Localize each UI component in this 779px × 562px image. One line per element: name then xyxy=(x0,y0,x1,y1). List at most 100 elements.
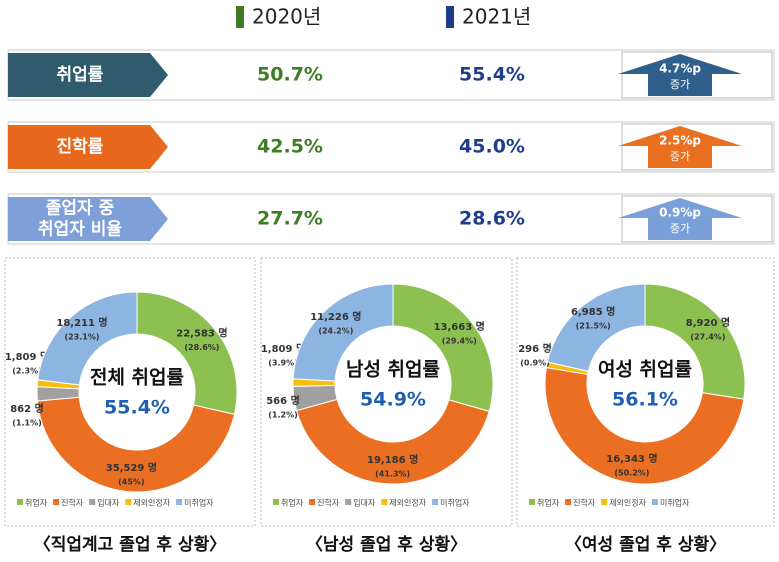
change-arrow xyxy=(618,54,742,96)
slice-value-label: 18,211 명 xyxy=(56,316,107,329)
slice-share-label: (21.5%) xyxy=(576,322,611,331)
slice-share-label: (41.3%) xyxy=(375,469,410,478)
slice-share-label: (45%) xyxy=(118,477,144,486)
slice-share-label: (24.2%) xyxy=(318,326,353,335)
center-value: 56.1% xyxy=(612,389,678,411)
legend-swatch xyxy=(89,499,96,505)
legend-label: 제외인정자 xyxy=(133,498,170,508)
row-label: 취업률 xyxy=(57,64,104,85)
slice-share-label: (28.6%) xyxy=(184,343,219,352)
legend-swatch xyxy=(53,499,60,505)
donut-slice xyxy=(295,398,490,485)
donut-slice xyxy=(292,283,394,382)
legend-swatch xyxy=(601,499,608,505)
slice-value-label: 6,985 명 xyxy=(571,305,615,318)
legend-swatch xyxy=(309,499,316,505)
slice-share-label: (27.4%) xyxy=(690,332,725,341)
center-value: 54.9% xyxy=(360,389,426,411)
legend-label: 제외인정자 xyxy=(609,498,646,508)
change-note: 증가 xyxy=(670,222,690,235)
center-label: 여성 취업률 xyxy=(598,359,692,381)
row-label-box xyxy=(8,197,168,241)
legend-label: 2021년 xyxy=(462,5,531,29)
slice-share-label: (0.9%) xyxy=(520,359,550,368)
change-arrow xyxy=(618,198,742,240)
change-note: 증가 xyxy=(670,150,690,163)
slice-share-label: (1.1%) xyxy=(12,419,42,428)
slice-value-label: 16,343 명 xyxy=(606,452,657,465)
legend-swatch xyxy=(652,499,658,505)
slice-value-label: 1,809 명 xyxy=(261,342,305,355)
row-label-box xyxy=(8,125,168,169)
legend-swatch xyxy=(446,6,454,28)
donut-slice xyxy=(36,396,236,493)
legend-label: 취업자 xyxy=(537,499,560,508)
legend-label: 취업자 xyxy=(281,499,304,508)
row-label: 졸업자 중 xyxy=(46,199,115,219)
legend-swatch xyxy=(17,499,23,505)
center-label: 남성 취업률 xyxy=(346,359,440,381)
legend-swatch xyxy=(125,499,132,505)
slice-value-label: 8,920 명 xyxy=(686,316,730,329)
slice-value-label: 35,529 명 xyxy=(106,461,157,474)
legend-label: 입대자 xyxy=(97,499,120,508)
value-2021: 55.4% xyxy=(459,64,525,86)
legend-swatch xyxy=(381,499,388,505)
slice-value-label: 22,583 명 xyxy=(176,326,227,339)
legend-label: 미취업자 xyxy=(440,499,470,508)
change-note: 증가 xyxy=(670,78,690,91)
slice-value-label: 296 명 xyxy=(518,342,552,355)
legend-label: 2020년 xyxy=(252,5,321,29)
slice-value-label: 11,226 명 xyxy=(310,310,361,323)
slice-value-label: 13,663 명 xyxy=(434,320,485,333)
legend-label: 진학자 xyxy=(61,498,84,508)
change-value: 2.5%p xyxy=(659,134,701,148)
caption: 〈직업계고 졸업 후 상황〉 xyxy=(34,534,227,555)
legend-label: 진학자 xyxy=(573,498,596,508)
legend-swatch xyxy=(432,499,439,505)
row-label: 취업자 비율 xyxy=(38,219,122,240)
slice-share-label: (3.9%) xyxy=(268,359,298,368)
value-2021: 28.6% xyxy=(459,208,525,230)
value-2020: 50.7% xyxy=(257,64,323,86)
legend-swatch xyxy=(176,499,183,505)
legend-label: 미취업자 xyxy=(184,499,214,508)
legend-label: 취업자 xyxy=(25,499,48,508)
center-value: 55.4% xyxy=(104,397,170,419)
donut-slice xyxy=(136,291,238,415)
slice-share-label: (29.4%) xyxy=(442,336,477,345)
legend-label: 입대자 xyxy=(353,499,376,508)
value-2020: 42.5% xyxy=(257,136,323,158)
slice-value-label: 862 명 xyxy=(10,402,44,415)
row-label: 진학률 xyxy=(57,137,104,157)
legend-swatch xyxy=(529,499,535,505)
value-2021: 45.0% xyxy=(459,136,525,158)
change-value: 4.7%p xyxy=(659,62,701,76)
slice-share-label: (50.2%) xyxy=(614,468,649,477)
donut-slice xyxy=(644,283,746,400)
legend-label: 미취업자 xyxy=(660,499,690,508)
legend-label: 제외인정자 xyxy=(389,498,426,508)
slice-share-label: (2.3%) xyxy=(12,367,42,376)
legend-swatch xyxy=(345,499,352,505)
legend-swatch xyxy=(236,6,244,28)
change-value: 0.9%p xyxy=(659,206,701,220)
slice-share-label: (1.2%) xyxy=(268,411,298,420)
donut-slice xyxy=(544,366,745,485)
donut-slice xyxy=(37,291,138,386)
legend-swatch xyxy=(565,499,572,505)
slice-value-label: 19,186 명 xyxy=(367,453,418,466)
legend-label: 진학자 xyxy=(317,498,340,508)
slice-value-label: 1,809 명 xyxy=(5,350,49,363)
change-arrow xyxy=(618,126,742,168)
center-label: 전체 취업률 xyxy=(90,367,184,389)
legend-swatch xyxy=(273,499,279,505)
caption: 〈남성 졸업 후 상황〉 xyxy=(306,534,467,555)
caption: 〈여성 졸업 후 상황〉 xyxy=(565,534,726,555)
slice-share-label: (23.1%) xyxy=(64,332,99,341)
donut-slice xyxy=(392,283,494,412)
slice-value-label: 566 명 xyxy=(266,394,300,407)
value-2020: 27.7% xyxy=(257,208,323,230)
